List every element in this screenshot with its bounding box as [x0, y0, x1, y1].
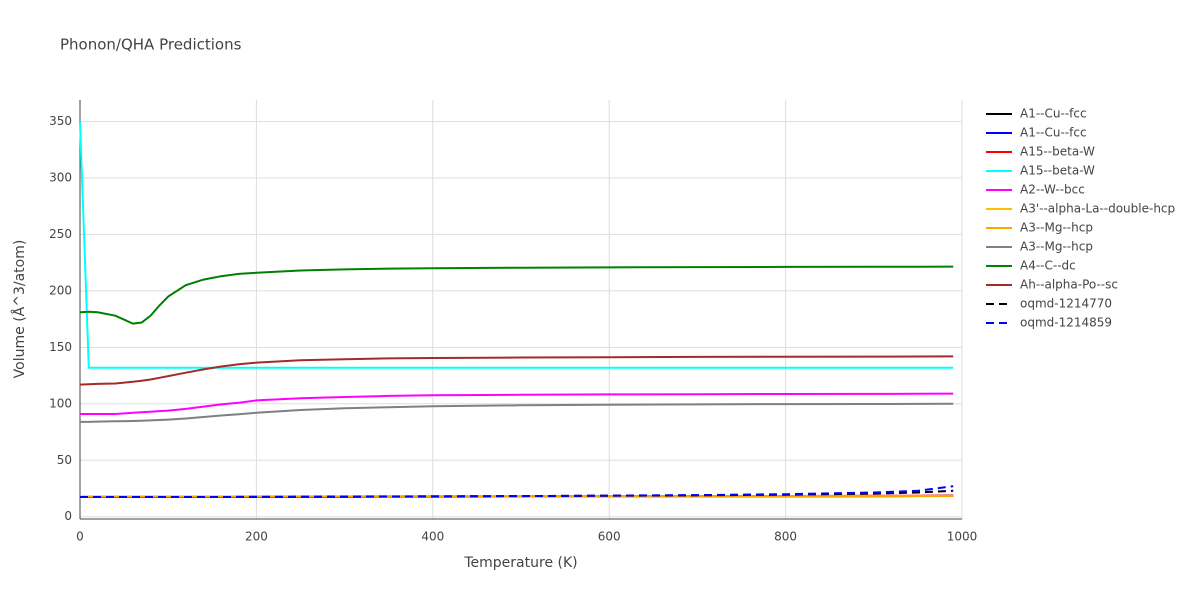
- legend-label: oqmd-1214859: [1020, 316, 1112, 330]
- y-axis-title: Volume (Å^3/atom): [11, 240, 28, 379]
- x-tick-label: 800: [774, 530, 797, 544]
- series-line: [79, 265, 954, 325]
- series-line: [80, 485, 954, 498]
- legend-label: A1--Cu--fcc: [1020, 126, 1087, 140]
- y-tick-label: 150: [49, 340, 72, 354]
- x-axis-title: Temperature (K): [463, 555, 577, 571]
- legend-label: Ah--alpha-Po--sc: [1020, 278, 1118, 292]
- series-line: [79, 121, 954, 369]
- x-tick-label: 1000: [947, 530, 978, 544]
- legend-label: A15--beta-W: [1020, 164, 1095, 178]
- series-line: [80, 392, 954, 415]
- legend-label: A15--beta-W: [1020, 145, 1095, 159]
- series-line: [80, 402, 954, 423]
- y-tick-label: 250: [49, 227, 72, 241]
- x-tick-label: 400: [421, 530, 444, 544]
- x-tick-label: 600: [598, 530, 621, 544]
- y-tick-label: 50: [57, 453, 72, 467]
- y-tick-label: 0: [64, 509, 72, 523]
- legend-label: A3'--alpha-La--double-hcp: [1020, 202, 1175, 216]
- y-tick-label: 200: [49, 283, 72, 297]
- x-tick-label: 0: [76, 530, 84, 544]
- legend-label: A3--Mg--hcp: [1020, 240, 1093, 254]
- legend-label: A2--W--bcc: [1020, 183, 1085, 197]
- x-tick-label: 200: [245, 530, 268, 544]
- y-tick-label: 350: [49, 114, 72, 128]
- legend-label: A1--Cu--fcc: [1020, 107, 1087, 121]
- series-line: [79, 355, 954, 386]
- y-tick-label: 300: [49, 170, 72, 184]
- y-tick-label: 100: [49, 396, 72, 410]
- legend-label: A4--C--dc: [1020, 259, 1076, 273]
- legend-label: A3--Mg--hcp: [1020, 221, 1093, 235]
- chart-title: Phonon/QHA Predictions: [60, 36, 242, 54]
- legend-label: oqmd-1214770: [1020, 297, 1112, 311]
